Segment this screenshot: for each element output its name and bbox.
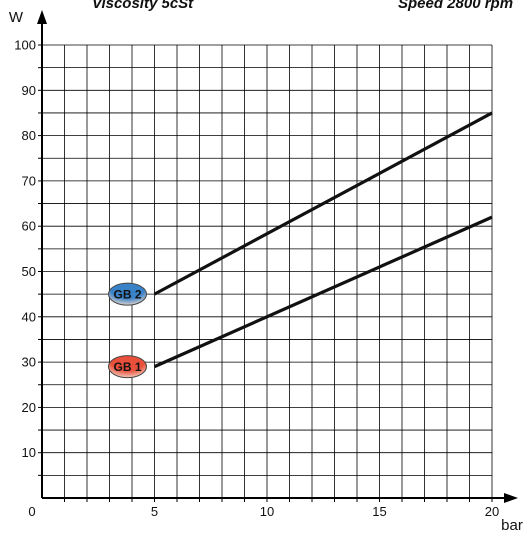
series-line-gb1 (153, 215, 493, 369)
x-axis-arrow (504, 493, 518, 503)
x-tick-label: 0 (28, 504, 35, 519)
chart-series-badges: GB 1 GB 2 (108, 282, 147, 379)
x-tick-label: 15 (372, 504, 386, 519)
y-tick-label: 80 (22, 128, 36, 143)
chart-axes (37, 10, 518, 503)
y-tick-label: 20 (22, 400, 36, 415)
chart-grid (42, 44, 493, 498)
speed-header: Speed 2800 rpm (398, 0, 513, 12)
chart-series (153, 111, 493, 369)
viscosity-header: Viscosity 5cSt (92, 0, 194, 12)
series-line-gb2 (153, 111, 493, 296)
y-tick-label: 90 (22, 83, 36, 98)
y-tick-label: 100 (14, 38, 36, 53)
y-tick-label: 10 (22, 445, 36, 460)
y-axis-label: W (9, 9, 24, 26)
y-tick-label: 50 (22, 264, 36, 279)
y-axis-arrow (37, 10, 47, 24)
series-badge-label-gb1: GB 1 (113, 360, 141, 374)
y-tick-label: 60 (22, 219, 36, 234)
y-tick-label: 30 (22, 355, 36, 370)
y-tick-label: 70 (22, 173, 36, 188)
x-axis-label: bar (501, 517, 523, 534)
x-tick-label: 5 (151, 504, 158, 519)
series-badge-gb2 (108, 282, 147, 306)
y-tick-label: 40 (22, 309, 36, 324)
series-badge-label-gb2: GB 2 (113, 288, 141, 302)
series-badge-gb1 (108, 355, 147, 379)
x-tick-label: 10 (260, 504, 274, 519)
x-tick-label: 20 (485, 504, 499, 519)
